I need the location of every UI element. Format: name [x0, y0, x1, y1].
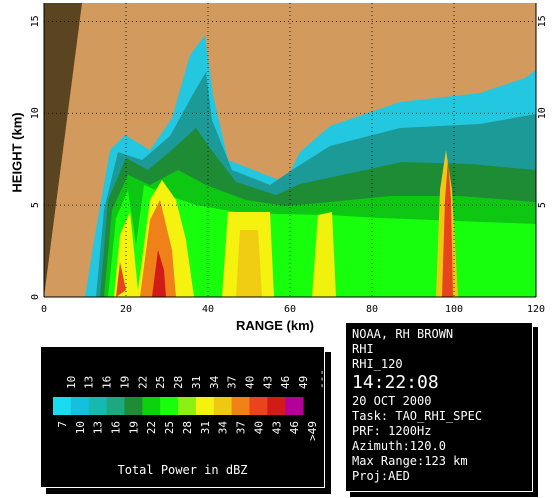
- legend-swatch: [285, 397, 304, 415]
- legend-tick-label: 16: [101, 376, 114, 389]
- info-line-scan-type: RHI: [352, 342, 374, 356]
- legend-tick-label: 22: [136, 376, 149, 389]
- y-tick-labels-left: 0 5 10 15: [30, 15, 41, 300]
- legend-swatch: [142, 397, 161, 415]
- x-tick-label: 60: [284, 304, 296, 315]
- legend-tick-label: 34: [208, 375, 221, 389]
- scan-prf: PRF: 1200Hz: [352, 424, 432, 438]
- legend-tick-label: 49: [297, 376, 310, 389]
- legend-tick-label: >49: [306, 421, 319, 441]
- legend-tick-label: 37: [226, 376, 239, 389]
- x-tick-label: 120: [527, 304, 545, 315]
- y-tick-label: 5: [30, 202, 41, 208]
- legend-tick-label: 40: [252, 421, 265, 434]
- x-tick-labels: 0 20 40 60 80 100 120: [41, 304, 545, 315]
- legend-swatch: [70, 397, 90, 415]
- y-tick-label-right: 5: [537, 202, 548, 208]
- legend-swatch: [178, 397, 197, 415]
- y-tick-labels-right: 5 10 15: [537, 15, 548, 208]
- legend-tick-label: 13: [83, 376, 96, 389]
- legend-swatch: [195, 397, 215, 415]
- legend-tick-label: 40: [243, 376, 256, 389]
- y-tick-label-right: 10: [537, 107, 548, 119]
- scan-info-panel: NOAA, RH BROWN RHI RHI_120 14:22:08 20 O…: [345, 322, 533, 492]
- y-tick-label: 0: [30, 294, 41, 300]
- legend-tick-label: 19: [127, 421, 140, 434]
- legend-tick-label: 10: [74, 421, 87, 434]
- legend-swatch: [231, 397, 250, 415]
- color-legend: 10 13 16 19 22 25 28 31 34 37 40 43 46 49 --- 7 10 13 16 19…: [40, 346, 325, 488]
- radar-echo: [85, 35, 536, 297]
- legend-tick-label: 46: [288, 421, 301, 434]
- scan-azimuth: Azimuth:120.0: [352, 439, 446, 453]
- legend-swatch: [106, 397, 125, 415]
- y-tick-label-right: 15: [537, 15, 548, 27]
- legend-tick-label: 22: [145, 421, 158, 434]
- legend-tick-label: 31: [190, 376, 203, 389]
- scan-projection: Proj:AED: [352, 469, 410, 483]
- legend-tick-label: 28: [181, 421, 194, 434]
- y-tick-label: 10: [30, 107, 41, 119]
- legend-tick-label: 43: [270, 421, 283, 434]
- legend-swatch: [267, 397, 286, 415]
- legend-swatch: [88, 397, 108, 415]
- x-tick-label: 80: [366, 304, 378, 315]
- terrain-wedge: [44, 3, 82, 297]
- x-axis-label: RANGE (km): [236, 318, 315, 333]
- scan-max-range: Max Range:123 km: [352, 454, 468, 468]
- legend-tick-label: 16: [110, 421, 123, 434]
- legend-tick-label: 10: [65, 376, 78, 389]
- legend-tick-label: 13: [92, 421, 105, 434]
- legend-tick-label: 43: [261, 376, 274, 389]
- legend-swatch: [53, 397, 72, 415]
- legend-tick-label: 46: [279, 376, 292, 389]
- rhi-radar-plot: 0 20 40 60 80 100 120 0 5 10 15 5 10 15: [30, 3, 548, 315]
- info-line-scan-name: RHI_120: [352, 357, 403, 371]
- info-line-station: NOAA, RH BROWN: [352, 327, 454, 341]
- x-tick-label: 20: [120, 304, 132, 315]
- legend-tick-label: 37: [235, 421, 248, 434]
- legend-swatch: [160, 397, 179, 415]
- x-tick-label: 40: [202, 304, 214, 315]
- legend-tick-label: 19: [118, 376, 131, 389]
- x-tick-label: 100: [445, 304, 463, 315]
- x-tick-label: 0: [41, 304, 47, 315]
- y-axis-label: HEIGHT (km): [9, 112, 25, 193]
- scan-date: 20 OCT 2000: [352, 394, 432, 408]
- legend-tick-label: 31: [199, 421, 212, 434]
- legend-swatch: [124, 397, 143, 415]
- scan-task: Task: TAO_RHI_SPEC: [352, 409, 483, 423]
- legend-tick-label: 7: [56, 421, 69, 428]
- scan-time: 14:22:08: [352, 372, 439, 393]
- legend-tick-label: 25: [154, 376, 167, 389]
- legend-swatch: [249, 397, 268, 415]
- legend-tick-label: ---: [315, 369, 324, 389]
- legend-tick-label: 28: [172, 376, 185, 389]
- legend-tick-label: 34: [217, 421, 230, 435]
- legend-title: Total Power in dBZ: [117, 463, 248, 477]
- y-tick-label: 15: [30, 15, 41, 27]
- legend-tick-label: 25: [163, 421, 176, 434]
- legend-swatch: [213, 397, 233, 415]
